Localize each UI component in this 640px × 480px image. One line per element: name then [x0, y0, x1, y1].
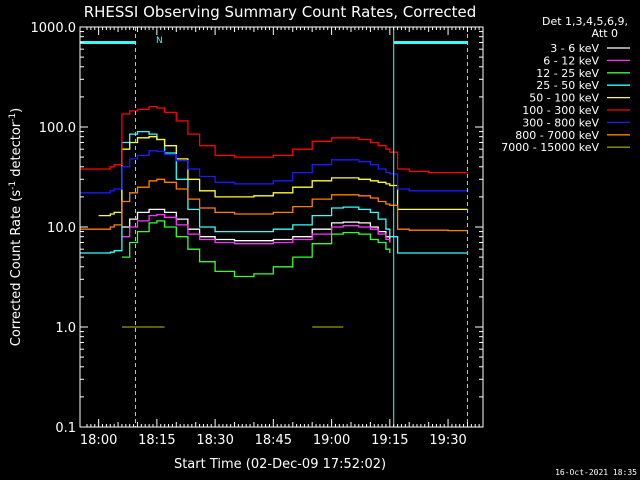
series-line-2 [121, 220, 391, 278]
y-tick-label-4: 1000.0 [31, 21, 77, 36]
x-axis-label: Start Time (02-Dec-09 17:52:02) [174, 457, 386, 472]
x-tick-label-4: 19:00 [313, 433, 350, 448]
timestamp: 16-Oct-2021 18:35 [555, 468, 637, 477]
x-tick-label-3: 18:45 [255, 433, 292, 448]
series-line-1 [121, 213, 391, 245]
chart-title: RHESSI Observing Summary Count Rates, Co… [84, 3, 477, 21]
series-line-3 [80, 130, 468, 254]
legend-header-1: Det 1,3,4,5,6,9, [542, 15, 628, 28]
x-axis: 18:00 18:15 18:30 18:45 19:00 19:15 19:30 [80, 27, 480, 448]
y-tick-label-2: 10.0 [47, 221, 76, 236]
y-tick-label-3: 100.0 [39, 121, 76, 136]
legend-header-2: Att 0 [592, 27, 618, 40]
x-tick-label-2: 18:30 [196, 433, 233, 448]
y-axis-label-mid: detector [9, 121, 24, 181]
x-tick-label-1: 18:15 [138, 433, 175, 448]
y-axis-label-end: ) [9, 108, 24, 113]
legend-label-6: 300 - 800 keV [522, 116, 599, 129]
series-line-7 [80, 178, 468, 232]
series-line-0 [121, 208, 391, 243]
y-axis-label-sup1: -1 [8, 181, 18, 190]
series-line-4 [98, 136, 468, 217]
legend-label-2: 12 - 25 keV [536, 67, 599, 80]
legend-label-8: 7000 - 15000 keV [501, 141, 599, 154]
legend-label-1: 6 - 12 keV [543, 54, 599, 67]
series-layer [80, 105, 468, 328]
y-axis: 0.1 1.0 10.0 100.0 1000.0 [31, 21, 483, 436]
legend-label-3: 25 - 50 keV [536, 79, 599, 92]
y-tick-label-1: 1.0 [55, 321, 76, 336]
legend-label-5: 100 - 300 keV [522, 104, 599, 117]
y-axis-label: Corrected Count Rate (s-1 detector-1) [8, 108, 24, 346]
legend-label-4: 50 - 100 keV [529, 92, 599, 105]
y-axis-label-main: Corrected Count Rate (s [9, 190, 24, 347]
legend-label-0: 3 - 6 keV [550, 42, 599, 55]
x-tick-label-5: 19:15 [371, 433, 408, 448]
series-line-5 [80, 105, 468, 174]
legend-label-7: 800 - 7000 keV [515, 129, 599, 142]
y-axis-label-sup2: -1 [8, 113, 18, 122]
x-tick-label-0: 18:00 [80, 433, 117, 448]
x-tick-label-6: 19:30 [429, 433, 466, 448]
series-line-6 [80, 150, 468, 194]
night-label: N [156, 36, 163, 46]
y-tick-label-0: 0.1 [55, 421, 76, 436]
